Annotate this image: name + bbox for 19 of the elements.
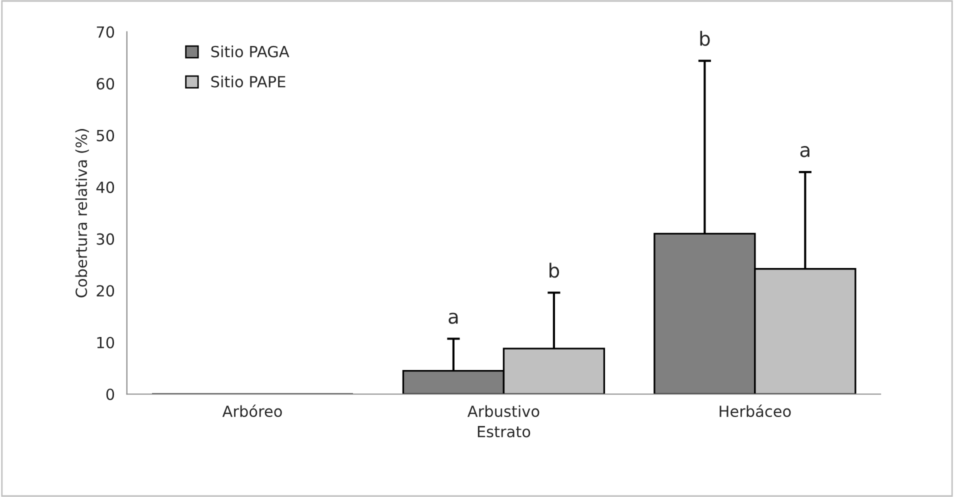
x-tick-label: Herbáceo	[720, 404, 791, 418]
legend-label: Sitio PAPE	[211, 76, 286, 88]
x-axis-title: Estrato	[478, 426, 530, 438]
x-tick-label: Arbóreo	[222, 404, 282, 418]
y-tick-label: 10	[97, 336, 114, 348]
y-tick-label: 30	[96, 233, 114, 245]
y-tick-label: 50	[96, 130, 114, 142]
y-tick-label: 0	[106, 388, 114, 400]
y-tick-label: 70	[96, 26, 114, 38]
y-tick-label: 60	[96, 78, 114, 90]
annotation: a	[800, 146, 810, 158]
y-tick-label: 20	[96, 285, 114, 297]
x-tick-label: Arbustivo	[467, 405, 540, 418]
y-axis-title: Cobertura relativa (%)	[75, 129, 89, 298]
annotation: b	[700, 30, 710, 46]
annotation: a	[448, 312, 458, 324]
legend-label: Sitio PAGA	[211, 46, 290, 58]
y-tick-label: 40	[96, 182, 114, 194]
annotation: b	[550, 262, 560, 278]
